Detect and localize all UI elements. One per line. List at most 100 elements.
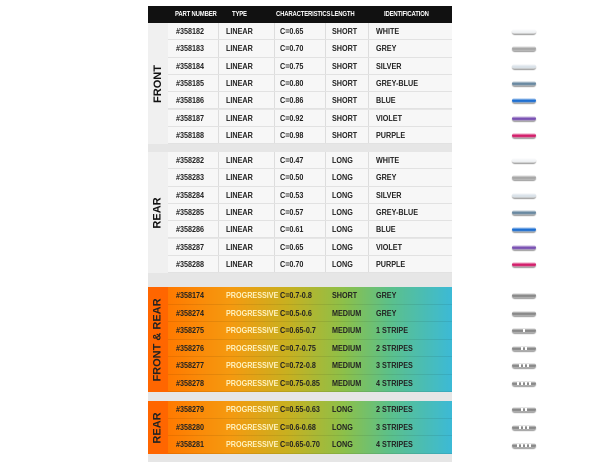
table-row: #358277 PROGRESSIVE C=0.72-0.8 MEDIUM 3 STRI… (168, 357, 536, 375)
cell-divider (218, 126, 219, 144)
table-row: #358185 LINEAR C=0.80 SHORT GREY-BLUE (168, 74, 536, 93)
cell-length: MEDIUM (332, 326, 362, 335)
cell-char: C=0.65 (280, 27, 304, 36)
table-row: #358286 LINEAR C=0.61 LONG BLUE (168, 221, 536, 239)
section-label: FRONT (148, 23, 168, 145)
cell-char: C=0.70 (280, 259, 304, 269)
cell-length: LONG (332, 173, 353, 183)
cell-length: LONG (332, 405, 353, 414)
table-row: #358287 LINEAR C=0.65 LONG VIOLET (168, 238, 536, 256)
cell-part: #358186 (176, 96, 205, 106)
cell-part: #358184 (176, 61, 205, 71)
cell-type: LINEAR (226, 225, 253, 235)
header-part-number: PART NUMBER (175, 11, 217, 18)
identification-swatch (512, 175, 536, 181)
cell-part: #358283 (176, 173, 205, 183)
cell-type: PROGRESSIVE (226, 405, 279, 414)
cell-divider (325, 203, 326, 221)
cell-char: C=0.70 (280, 44, 304, 54)
table-row: #358285 LINEAR C=0.57 LONG GREY-BLUE (168, 203, 536, 222)
cell-char: C=0.7-0.75 (280, 343, 316, 353)
cell-ident: BLUE (376, 96, 396, 106)
table-row: #358275 PROGRESSIVE C=0.65-0.7 MEDIUM 1 STRI… (168, 322, 536, 340)
cell-char: C=0.7-0.8 (280, 291, 312, 300)
cell-part: #358287 (176, 242, 205, 252)
section-label-text: REAR (152, 196, 165, 229)
cell-divider (218, 23, 219, 40)
cell-divider (218, 221, 219, 238)
cell-divider (325, 92, 326, 109)
cell-ident: WHITE (376, 27, 400, 36)
cell-ident: VIOLET (376, 242, 403, 252)
cell-divider (274, 57, 275, 74)
cell-divider (274, 126, 275, 144)
stripe-marks (512, 346, 536, 350)
cell-part: #358277 (176, 361, 205, 370)
cell-char: C=0.50 (280, 173, 304, 183)
table-row: #358280 PROGRESSIVE C=0.6-0.68 LONG 3 STRIPE… (168, 418, 536, 437)
cell-ident: SILVER (376, 190, 402, 200)
stripe-marks (512, 443, 536, 447)
cell-type: LINEAR (226, 44, 253, 54)
cell-length: LONG (332, 422, 353, 432)
cell-divider (325, 23, 326, 40)
identification-swatch (512, 63, 536, 69)
cell-part: #358187 (176, 113, 205, 123)
table-row: #358282 LINEAR C=0.47 LONG WHITE (168, 152, 536, 170)
table-row: #358186 LINEAR C=0.86 SHORT BLUE (168, 92, 536, 110)
cell-part: #358288 (176, 259, 205, 269)
cell-length: SHORT (332, 61, 358, 71)
cell-length: MEDIUM (332, 343, 362, 353)
cell-divider (274, 23, 275, 40)
cell-type: PROGRESSIVE (226, 291, 279, 300)
cell-divider (368, 169, 369, 186)
identification-swatch (512, 407, 536, 413)
cell-length: SHORT (332, 78, 358, 88)
identification-swatch (512, 132, 536, 138)
cell-part: #358275 (176, 326, 205, 335)
cell-length: LONG (332, 440, 353, 450)
section-label: REAR (148, 401, 168, 455)
cell-length: MEDIUM (332, 378, 362, 388)
identification-swatch (512, 310, 536, 316)
cell-char: C=0.65 (280, 242, 304, 252)
stripe-marks (512, 408, 536, 412)
cell-type: PROGRESSIVE (226, 343, 279, 353)
cell-ident: 4 STRIPES (376, 440, 413, 450)
cell-part: #358281 (176, 440, 205, 450)
cell-type: PROGRESSIVE (226, 361, 279, 370)
identification-swatch (512, 210, 536, 216)
cell-divider (325, 74, 326, 92)
cell-divider (368, 126, 369, 144)
cell-divider (368, 74, 369, 92)
cell-part: #358278 (176, 378, 205, 388)
stripe-marks (512, 329, 536, 333)
table-row: #358288 LINEAR C=0.70 LONG PURPLE (168, 255, 536, 274)
cell-divider (218, 74, 219, 92)
cell-divider (368, 109, 369, 126)
cell-divider (218, 169, 219, 186)
cell-divider (368, 238, 369, 255)
cell-type: LINEAR (226, 61, 253, 71)
section-rear: REAR #358282 LINEAR C=0.47 LONG WHITE #358283 L… (148, 152, 536, 274)
cell-divider (274, 74, 275, 92)
cell-type: PROGRESSIVE (226, 326, 279, 335)
header-characteristics: CHARACTERISTICS (276, 11, 331, 18)
cell-type: LINEAR (226, 242, 253, 252)
cell-divider (368, 57, 369, 74)
cell-char: C=0.98 (280, 130, 304, 140)
header-type: TYPE (232, 11, 247, 18)
cell-part: #358276 (176, 343, 205, 353)
cell-ident: 1 STRIPE (376, 326, 409, 335)
table-row: #358184 LINEAR C=0.75 SHORT SILVER (168, 57, 536, 75)
cell-ident: 2 STRIPES (376, 405, 413, 414)
section-label-text: FRONT (152, 64, 165, 103)
cell-divider (218, 255, 219, 273)
cell-part: #358183 (176, 44, 205, 54)
table-row: #358281 PROGRESSIVE C=0.65-0.70 LONG 4 STRIP… (168, 436, 536, 455)
cell-length: SHORT (332, 130, 358, 140)
cell-divider (325, 109, 326, 126)
cell-ident: PURPLE (376, 259, 406, 269)
cell-ident: GREY (376, 308, 397, 318)
cell-part: #358284 (176, 190, 205, 200)
